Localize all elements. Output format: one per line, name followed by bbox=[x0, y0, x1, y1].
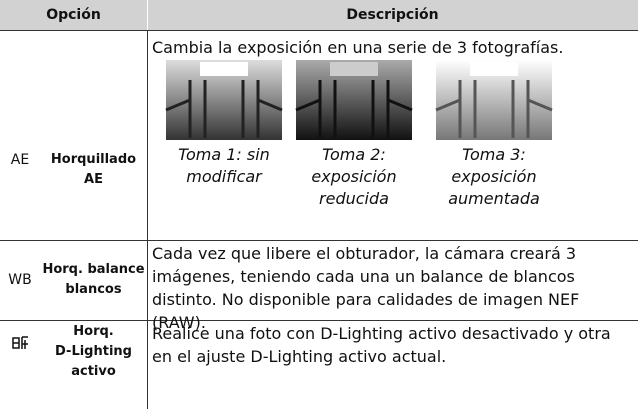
caption-line: Toma 3: bbox=[462, 145, 526, 164]
caption-line: reducida bbox=[319, 189, 389, 208]
row-divider bbox=[0, 240, 638, 241]
header-cell: Opción bbox=[0, 0, 147, 31]
icon: AE bbox=[10, 152, 30, 168]
d-lighting-icon bbox=[12, 336, 28, 349]
option-line: blancos bbox=[65, 282, 122, 297]
caption-line: modificar bbox=[186, 167, 262, 186]
option: Horq. balance blancos bbox=[40, 260, 147, 300]
caption-line: exposición bbox=[311, 167, 397, 186]
caption: Toma 2: exposición reducida bbox=[294, 144, 414, 210]
header-cell: Descripción bbox=[147, 0, 638, 31]
caption-line: aumentada bbox=[448, 189, 540, 208]
option-line: activo bbox=[71, 364, 116, 379]
option: Horquillado AE bbox=[40, 150, 147, 190]
description: Realice una foto con D-Lighting activo d… bbox=[152, 324, 611, 366]
option-line: D-Lighting bbox=[55, 344, 132, 359]
caption-line: Toma 1: sin bbox=[178, 145, 270, 164]
divider bbox=[147, 0, 148, 30]
icon: WB bbox=[8, 272, 32, 288]
divider bbox=[147, 30, 148, 409]
photo bbox=[435, 60, 553, 140]
caption: Toma 1: sin modificar bbox=[164, 144, 284, 188]
photo bbox=[165, 60, 283, 140]
caption-line: Toma 2: bbox=[322, 145, 386, 164]
photo bbox=[295, 60, 413, 140]
option-line: Horq. bbox=[73, 324, 114, 339]
description: Cambia la exposición en una serie de 3 f… bbox=[152, 38, 564, 57]
caption: Toma 3: exposición aumentada bbox=[434, 144, 554, 210]
photos bbox=[165, 60, 553, 140]
description: Cada vez que libere el obturador, la cám… bbox=[152, 244, 580, 332]
caption-line: exposición bbox=[451, 167, 537, 186]
option-line: Horq. balance bbox=[42, 262, 145, 277]
option: Horq. D-Lighting activo bbox=[40, 322, 147, 382]
row-divider bbox=[0, 320, 638, 321]
option-line: Horquillado AE bbox=[50, 152, 137, 187]
